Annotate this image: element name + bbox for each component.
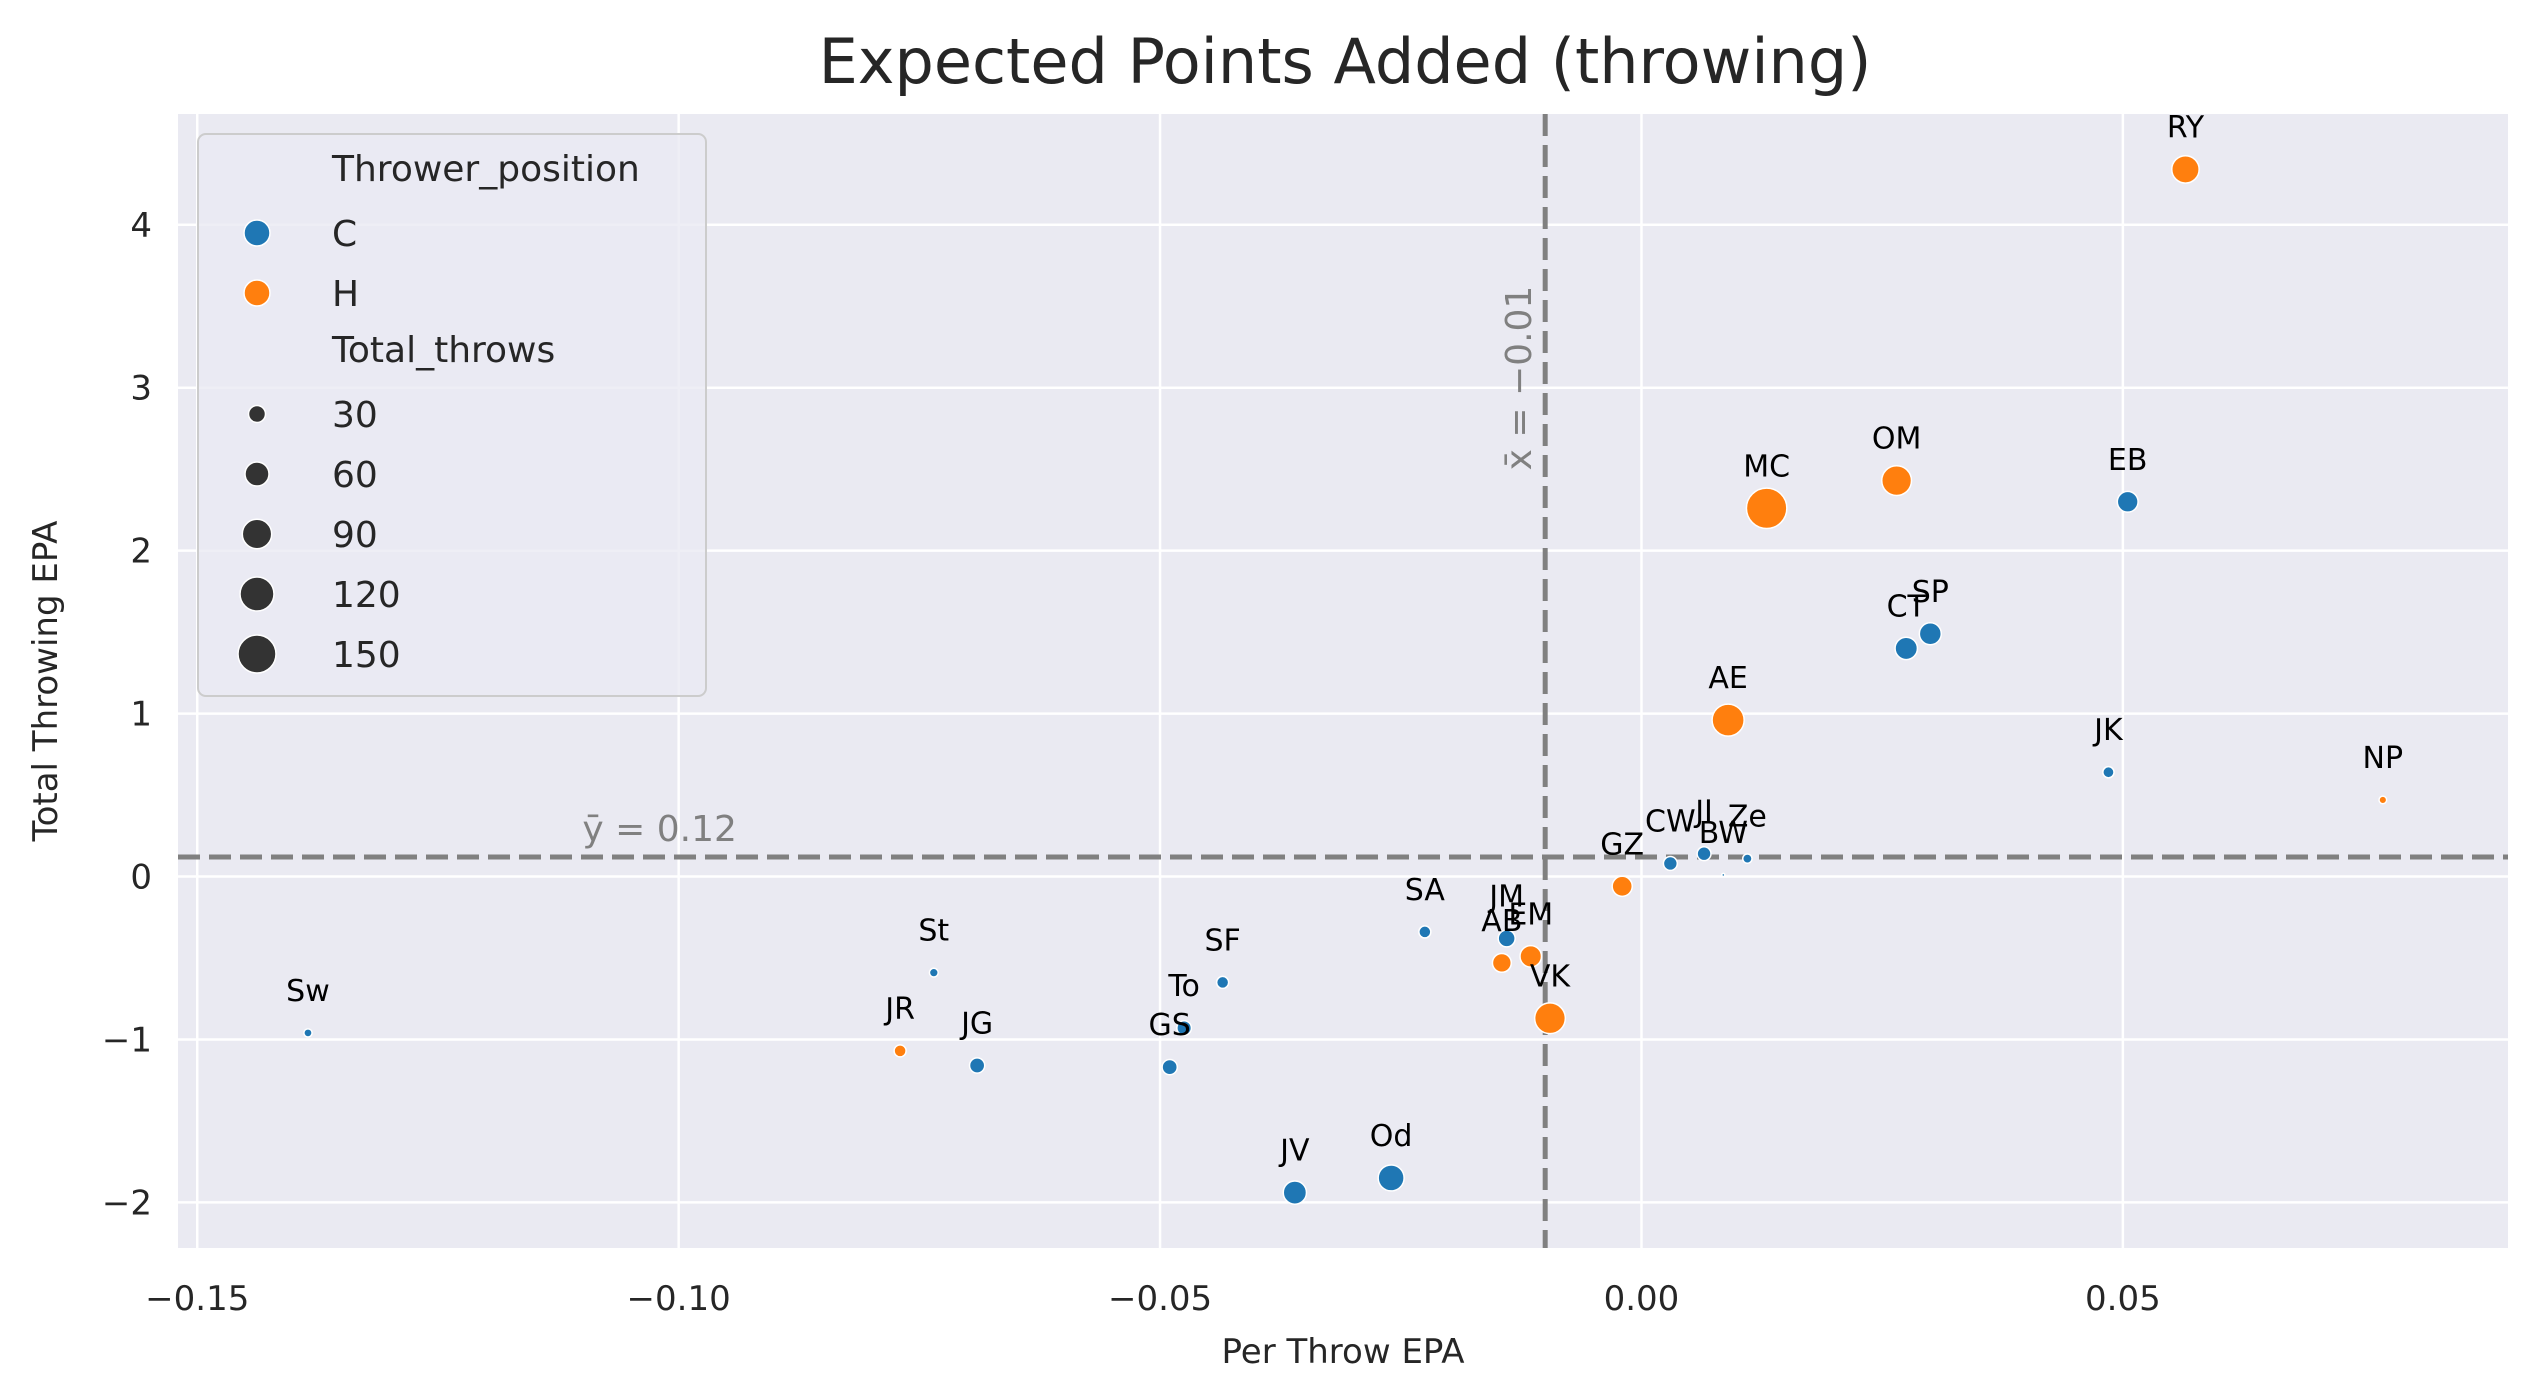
data-point	[1519, 944, 1543, 968]
legend-box	[197, 133, 707, 697]
legend-size-marker	[247, 404, 267, 424]
data-point	[2378, 795, 2388, 805]
legend-hue-marker	[243, 279, 271, 307]
y-axis-label: Total Throwing EPA	[26, 521, 66, 843]
point-label: SF	[1204, 923, 1240, 958]
legend-size-label: 60	[332, 455, 378, 496]
data-point	[1377, 1164, 1405, 1192]
data-point	[1711, 703, 1745, 737]
chart-title: Expected Points Added (throwing)	[819, 25, 1872, 98]
legend-size-title: Total_throws	[331, 330, 555, 371]
legend-size-label: 150	[332, 635, 401, 676]
x-axis-label: Per Throw EPA	[1221, 1332, 1464, 1372]
data-point	[1741, 853, 1753, 864]
point-label: NP	[2363, 741, 2404, 776]
legend-size-label: 30	[332, 395, 378, 436]
data-point	[1418, 925, 1432, 939]
point-label: JR	[883, 992, 915, 1027]
point-label: CW	[1645, 804, 1696, 839]
legend-size-marker	[241, 518, 273, 550]
point-label: BW	[1699, 816, 1748, 851]
point-label: RY	[2167, 110, 2205, 145]
y-tick-label: 1	[130, 695, 152, 735]
legend-size-label: 90	[332, 515, 378, 556]
point-label: MC	[1743, 449, 1790, 484]
y-tick-label: −2	[102, 1183, 152, 1223]
data-point	[1215, 975, 1230, 990]
data-point	[893, 1044, 907, 1058]
data-point	[928, 967, 939, 978]
data-point	[2102, 765, 2115, 779]
point-label: Sw	[286, 974, 330, 1009]
point-label: Od	[1370, 1119, 1413, 1154]
data-point	[1176, 1020, 1193, 1037]
data-point	[1491, 952, 1513, 974]
point-label: JI	[1693, 795, 1713, 830]
legend: Thrower_position CH Total_throws 30 60 90 1…	[197, 133, 707, 697]
grid	[178, 114, 2508, 1248]
point-label: JK	[2092, 713, 2124, 748]
data-point	[2116, 490, 2139, 513]
data-point	[1662, 855, 1679, 872]
point-label: OM	[1872, 422, 1922, 457]
data-point	[1880, 464, 1913, 497]
legend-hue-marker	[243, 219, 271, 247]
data-point	[1696, 846, 1712, 862]
data-point	[1894, 636, 1919, 661]
y-tick-label: 4	[130, 206, 152, 246]
data-point	[1745, 487, 1788, 530]
y-tick-label: −1	[102, 1020, 152, 1060]
point-label: EB	[2108, 443, 2148, 478]
x-tick-labels: −0.15 −0.10 −0.05 0.00 0.05	[145, 1279, 2161, 1319]
x-tick-label: 0.00	[1604, 1279, 1680, 1319]
mean-x-annotation: x̄ = −0.01	[1499, 286, 1540, 471]
point-label: CT	[1887, 589, 1927, 624]
data-point	[1721, 872, 1726, 878]
y-tick-label: 3	[130, 369, 152, 409]
data-point	[1282, 1180, 1308, 1205]
legend-size-marker	[237, 634, 277, 674]
data-point	[1161, 1058, 1179, 1076]
data-point	[1611, 875, 1634, 898]
point-label: JV	[1278, 1134, 1310, 1169]
data-point	[2171, 154, 2200, 184]
point-label: SP	[1912, 575, 1949, 610]
point-label: EM	[1508, 897, 1553, 932]
mean-y-annotation: ȳ = 0.12	[582, 809, 737, 850]
data-point	[1497, 929, 1516, 948]
data-point	[968, 1057, 986, 1074]
legend-size-marker	[239, 576, 275, 612]
x-tick-label: −0.10	[627, 1279, 731, 1319]
point-label: To	[1167, 969, 1200, 1004]
x-tick-label: −0.15	[145, 1279, 249, 1319]
data-point	[303, 1028, 313, 1038]
data-point	[1533, 1002, 1567, 1035]
point-label: JG	[959, 1007, 993, 1042]
x-tick-label: 0.05	[2085, 1279, 2161, 1319]
legend-hue-label: H	[332, 274, 359, 315]
point-label: GS	[1149, 1008, 1191, 1043]
point-label: Ze	[1728, 800, 1767, 835]
legend-hue-label: C	[332, 214, 357, 255]
legend-size-label: 120	[332, 575, 401, 616]
legend-hue-title: Thrower_position	[331, 149, 640, 190]
y-tick-label: 2	[130, 532, 152, 572]
y-tick-labels: −2 −1 0 1 2 3 4	[102, 206, 152, 1224]
point-label: SA	[1405, 873, 1446, 908]
legend-size-marker	[244, 461, 270, 487]
point-label: JM	[1487, 879, 1524, 914]
y-tick-label: 0	[130, 858, 152, 898]
x-tick-label: −0.05	[1108, 1279, 1212, 1319]
point-label: St	[918, 914, 949, 949]
point-label: GZ	[1600, 827, 1644, 862]
data-points	[303, 154, 2388, 1205]
point-label: AB	[1481, 904, 1522, 939]
reference-lines: x̄ = −0.01 ȳ = 0.12	[178, 114, 2508, 1248]
data-point	[1918, 622, 1943, 646]
point-label: AE	[1708, 661, 1747, 696]
point-label: VK	[1530, 959, 1572, 994]
